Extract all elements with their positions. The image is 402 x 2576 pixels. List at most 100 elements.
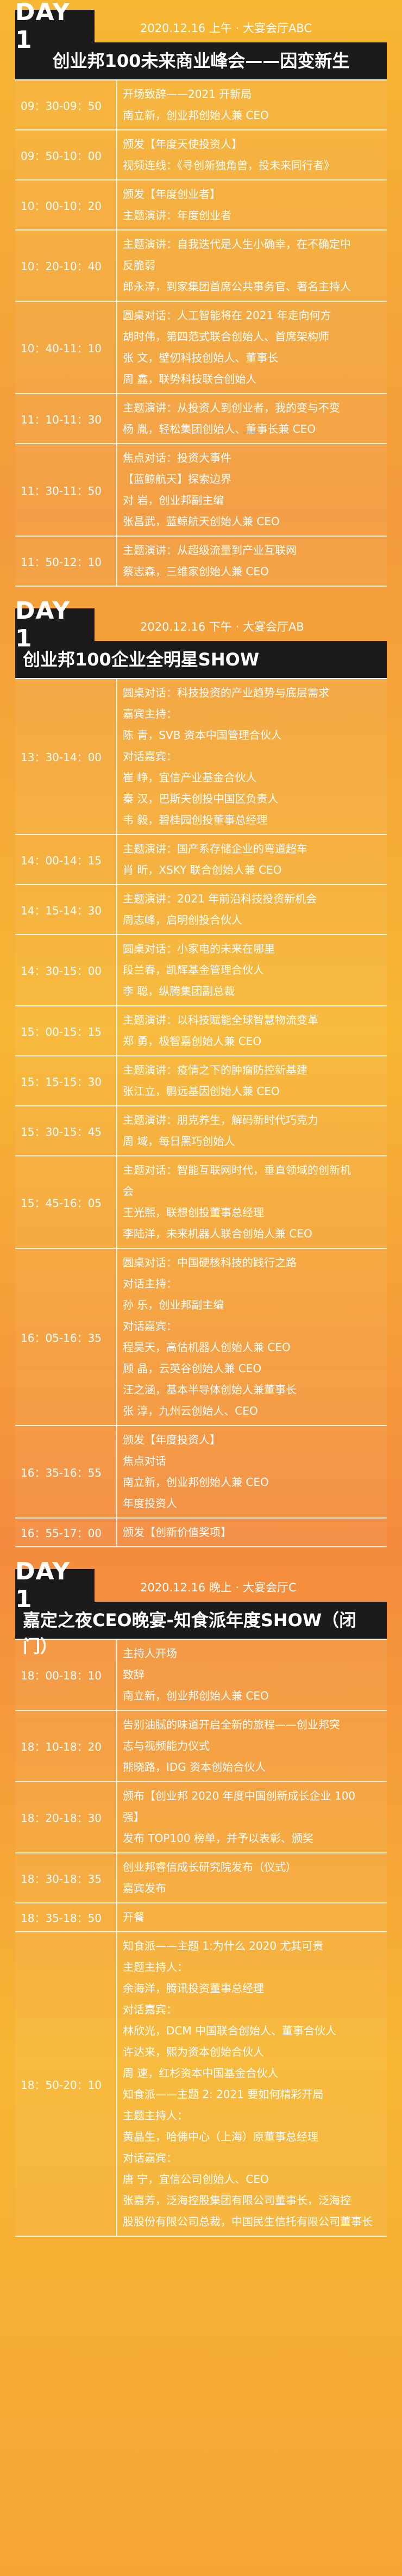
schedule-row: 16：35-16：55 颁发【年度投资人】 焦点对话 南立新，创业邦创始人兼 CEO 年… [15, 1426, 387, 1519]
time-slot: 18：10-18：20 [21, 1740, 102, 1753]
section-meta: 2020.12.16 上午 · 大宴会厅ABC [140, 22, 312, 35]
session-content: 主题演讲：朋克养生，解码新时代巧克力周 域，每日黑巧创始人 [116, 1106, 387, 1155]
session-line: 股股份有限公司总裁，中国民生信托有限公司董事长 [123, 2215, 373, 2228]
time-slot: 11：30-11：50 [21, 484, 102, 497]
schedule-row: 10：40-11：10 圆桌对话：人工智能将在 2021 年走向何方 胡时伟，第四范… [15, 302, 387, 394]
session-content: 创业邦睿信成长研究院发布（仪式） 嘉宾发布 [116, 1853, 387, 1902]
section-meta: 2020.12.16 下午 · 大宴会厅AB [140, 620, 304, 633]
schedule-row: 09：30-09：50 开场致辞——2021 开新局 南立新，创业邦创始人兼 CEO [15, 80, 387, 130]
schedule-row: 18：00-18：10 主持人开场 致辞 南立新，创业邦创始人兼 CEO [15, 1640, 387, 1711]
schedule-row: 10：00-10：20 颁发【年度创业者】 主题演讲：年度创业者 [15, 181, 387, 231]
session-line: 周 速，红杉资本中国基金合伙人 [123, 2067, 279, 2080]
session-line: 主题演讲：自我迭代是人生小确幸，在不确定中 [123, 238, 351, 251]
session-content: 颁布【创业邦 2020 年度中国创新成长企业 100 强】 发布 TOP100 榜单… [116, 1782, 387, 1852]
session-line: 顾 晶，云英谷创始人兼 CEO [123, 1362, 262, 1375]
session-line: 志与视频能力仪式 [123, 1739, 210, 1752]
session-line: 秦 汉，巴斯夫创投中国区负责人 [123, 792, 279, 805]
time-slot: 09：50-10：00 [21, 149, 102, 163]
session-content: 主题演讲：以科技赋能全球智慧物流变革郑 勇，极智嘉创始人兼 CEO [116, 1006, 387, 1055]
day-badge: DAY 1 [15, 1558, 95, 1613]
session-line: 对话嘉宾： [123, 2151, 177, 2164]
session-line: 李陆洋，未来机器人联合创始人兼 CEO [123, 1227, 312, 1240]
session-line: 主题演讲：国产系存储企业的弯道超车 [123, 842, 307, 855]
time-slot: 14：00-14：15 [21, 854, 102, 867]
section-header: DAY 1 2020.12.16 下午 · 大宴会厅AB [15, 597, 387, 652]
session-line: 主题演讲：从投资人到创业者，我的变与不变 [123, 401, 340, 414]
session-line: 对话主持： [123, 1277, 177, 1290]
time-slot: 11：10-11：30 [21, 413, 102, 426]
schedule-row: 14：15-14：30 主题演讲：2021 年前沿科技投资新机会 周志峰，启明创投合… [15, 885, 387, 935]
session-line: 焦点对话 [123, 1454, 166, 1467]
session-content: 主持人开场 致辞 南立新，创业邦创始人兼 CEO [116, 1640, 387, 1710]
session-line: 张江立，鹏远基因创始人兼 CEO [123, 1085, 280, 1098]
session-line: 年度投资人 [123, 1497, 177, 1510]
time-slot: 16：35-16：55 [21, 1466, 102, 1479]
session-line: 主题演讲：从超级流量到产业互联网 [123, 544, 297, 557]
session-line: 胡时伟，第四范式联合创始人、首席架构师 [123, 330, 329, 343]
time-slot: 14：15-14：30 [21, 904, 102, 917]
day-badge: DAY 1 [15, 0, 95, 54]
session-line: 知食派——主题 2: 2021 要如何精彩开局 [123, 2088, 324, 2101]
session-content: 焦点对话：投资大事件 【蓝鲸航天】探索边界对 岩，创业邦副主编 张昌武，蓝鲸航天创始… [116, 444, 387, 536]
session-line: 发布 TOP100 榜单，并予以表彰、颁奖 [123, 1832, 313, 1845]
schedule-row: 11：10-11：30 主题演讲：从投资人到创业者，我的变与不变杨 胤，轻松集团创… [15, 394, 387, 444]
agenda-section: DAY 1 2020.12.16 下午 · 大宴会厅AB 创业邦100企业全明星SH… [15, 597, 387, 1547]
schedule-row: 09：50-10：00 颁发【年度天使投资人】 视频连线：《寻创新独角兽，投未来同行… [15, 130, 387, 181]
session-content: 圆桌对话：人工智能将在 2021 年走向何方 胡时伟，第四范式联合创始人、首席架构… [116, 302, 387, 393]
session-line: 圆桌对话：中国硬核科技的践行之路 [123, 1256, 297, 1269]
session-line: 主题对话：智能互联网时代，垂直领域的创新机 [123, 1163, 351, 1177]
session-content: 主题演讲：2021 年前沿科技投资新机会 周志峰，启明创投合伙人 [116, 885, 387, 934]
session-line: 孙 乐，创业邦副主编 [123, 1298, 224, 1311]
time-slot: 14：30-15：00 [21, 965, 102, 978]
session-content: 圆桌对话：中国硬核科技的践行之路 对话主持： 孙 乐，创业邦副主编 对话嘉宾： 程昊天，… [116, 1249, 387, 1425]
session-line: 开餐 [123, 1911, 145, 1924]
session-line: 肖 昕，XSKY 联合创始人兼 CEO [123, 863, 282, 876]
schedule-row: 18：50-20：10 知食派——主题 1:为什么 2020 尤其可贵 主题主持人：… [15, 1932, 387, 2237]
session-content: 主题演讲：从超级流量到产业互联网 蔡志森，三维家创始人兼 CEO [116, 537, 387, 586]
session-content: 开餐 [116, 1903, 387, 1931]
session-content: 圆桌对话：科技投资的产业趋势与底层需求 嘉宾主持： 陈 青，SVB 资本中国管理合伙… [116, 679, 387, 834]
time-slot: 10：40-11：10 [21, 341, 102, 355]
schedule-row: 15：00-15：15 主题演讲：以科技赋能全球智慧物流变革郑 勇，极智嘉创始人兼… [15, 1006, 387, 1056]
session-line: 张 淳，九州云创始人、CEO [123, 1404, 258, 1417]
session-line: 张嘉芳，泛海控股集团有限公司董事长，泛海控 [123, 2194, 351, 2207]
time-slot: 16：55-17：00 [21, 1527, 102, 1540]
schedule-row: 18：30-18：35 创业邦睿信成长研究院发布（仪式） 嘉宾发布 [15, 1853, 387, 1903]
time-slot: 18：35-18：50 [21, 1912, 102, 1925]
session-line: 颁发【创新价值奖项】 [123, 1526, 231, 1539]
session-line: 南立新，创业邦创始人兼 CEO [123, 1476, 269, 1489]
session-line: 对话嘉宾： [123, 2003, 177, 2016]
session-line: 对话嘉宾： [123, 750, 177, 763]
time-slot: 15：30-15：45 [21, 1125, 102, 1138]
time-slot: 09：30-09：50 [21, 99, 102, 113]
session-line: 林欣光，DCM 中国联合创始人、董事合伙人 [123, 2024, 336, 2037]
time-slot: 18：20-18：30 [21, 1812, 102, 1825]
session-line: 蔡志森，三维家创始人兼 CEO [123, 565, 269, 578]
session-line: 周志峰，启明创投合伙人 [123, 913, 242, 926]
session-line: 圆桌对话：人工智能将在 2021 年走向何方 [123, 309, 331, 322]
agenda-section: DAY 1 2020.12.16 晚上 · 大宴会厅C 嘉定之夜CEO晚宴-知食派年… [15, 1558, 387, 2237]
section-title: 创业邦100企业全明星SHOW [15, 641, 387, 678]
time-slot: 13：30-14：00 [21, 751, 102, 764]
session-line: 告别油腻的味道开启全新的旅程——创业邦突 [123, 1718, 340, 1731]
time-slot: 16：05-16：35 [21, 1331, 102, 1345]
session-line: 杨 胤，轻松集团创始人、董事长兼 CEO [123, 422, 316, 435]
session-content: 颁发【年度投资人】 焦点对话 南立新，创业邦创始人兼 CEO 年度投资人 [116, 1426, 387, 1517]
session-line: 对话嘉宾： [123, 1320, 177, 1333]
time-slot: 15：15-15：30 [21, 1075, 102, 1088]
session-line: 段兰春，凯辉基金管理合伙人 [123, 963, 264, 976]
section-title: 嘉定之夜CEO晚宴-知食派年度SHOW（闭门） [15, 1602, 387, 1657]
session-line: 主题演讲：朋克养生，解码新时代巧克力 [123, 1113, 318, 1127]
session-line: 主题演讲：疫情之下的肿瘤防控新基建 [123, 1063, 307, 1077]
session-content: 主题对话：智能互联网时代，垂直领域的创新机会王光熙，联想创投董事总经理 李陆洋，未… [116, 1156, 387, 1248]
session-line: 强】 [123, 1810, 145, 1824]
session-content: 主题演讲：自我迭代是人生小确幸，在不确定中 反脆弱 郎永淳，到家集团首席公共事务官、… [116, 231, 387, 301]
session-line: 李 聪，纵腾集团副总裁 [123, 985, 235, 998]
time-slot: 11：50-12：10 [21, 555, 102, 569]
session-content: 知食派——主题 1:为什么 2020 尤其可贵 主题主持人： 余海洋，腾讯投资董事总… [116, 1932, 387, 2236]
schedule-row: 16：05-16：35 圆桌对话：中国硬核科技的践行之路 对话主持： 孙 乐，创业邦副… [15, 1249, 387, 1426]
schedule-row: 15：15-15：30 主题演讲：疫情之下的肿瘤防控新基建 张江立，鹏远基因创始人兼… [15, 1056, 387, 1106]
section-meta: 2020.12.16 晚上 · 大宴会厅C [140, 1581, 297, 1594]
session-line: 视频连线：《寻创新独角兽，投未来同行者》 [123, 159, 335, 172]
session-line: 南立新，创业邦创始人兼 CEO [123, 1689, 269, 1702]
